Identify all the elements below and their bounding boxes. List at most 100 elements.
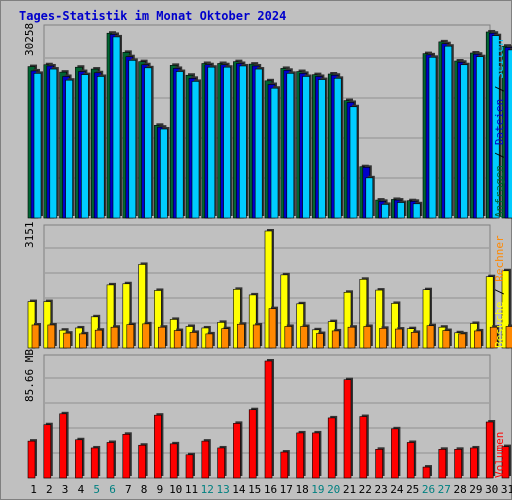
bar-volume-day-30 [485, 419, 496, 479]
bar-volume-day-21 [343, 377, 353, 479]
bar-volume-day-18 [296, 430, 306, 479]
bar-sites-day-28 [458, 331, 468, 349]
bar-sites-day-13 [221, 326, 231, 349]
bar-pages-day-27 [444, 44, 454, 219]
bar-pages-day-31 [507, 47, 512, 219]
bar-sites-day-12 [205, 331, 215, 349]
bar-pages-day-10 [175, 69, 186, 219]
bar-pages-day-30 [491, 33, 502, 219]
bar-sites-day-23 [379, 326, 389, 349]
day-label-2: 2 [46, 483, 53, 496]
bar-volume-day-5 [90, 445, 101, 479]
top-panel-max-label: 30258 [23, 23, 36, 56]
bar-pages-day-20 [333, 76, 344, 219]
bar-sites-day-31 [505, 324, 512, 349]
bar-sites-day-19 [316, 331, 326, 349]
day-label-15: 15 [248, 483, 261, 496]
bar-sites-day-16 [268, 306, 278, 349]
bar-visits-day-21 [343, 290, 353, 349]
day-label-22: 22 [359, 483, 372, 496]
legend-separator: / [493, 79, 506, 99]
day-label-1: 1 [30, 483, 37, 496]
bar-sites-day-1 [31, 322, 41, 349]
bar-visits-day-7 [122, 281, 132, 349]
day-label-29: 29 [469, 483, 482, 496]
bar-pages-day-25 [412, 201, 423, 219]
day-label-20: 20 [327, 483, 340, 496]
bar-volume-day-16 [264, 359, 274, 479]
bar-pages-day-4 [81, 72, 91, 219]
bar-sites-day-11 [189, 330, 199, 349]
middle-panel-max-label: 3151 [23, 222, 36, 249]
bar-pages-day-13 [223, 65, 233, 219]
bar-pages-day-11 [191, 79, 201, 219]
day-label-6: 6 [109, 483, 116, 496]
bar-volume-day-6 [106, 440, 116, 479]
bar-visits-day-31 [501, 268, 511, 349]
legend-item-anfragen: Anfragen [493, 165, 506, 218]
bar-visits-day-8 [138, 262, 148, 349]
legend-panel-0: Anfragen / Dateien / Seiten [493, 39, 506, 218]
chart-title: Tages-Statistik im Monat Oktober 2024 [19, 9, 286, 23]
day-label-31: 31 [501, 483, 512, 496]
bar-pages-day-26 [428, 55, 438, 219]
bar-pages-day-18 [302, 74, 312, 219]
bar-pages-day-19 [318, 77, 328, 219]
bar-volume-day-31 [501, 444, 511, 479]
bar-pages-day-14 [239, 63, 249, 219]
day-label-26: 26 [422, 483, 435, 496]
bar-sites-day-6 [110, 325, 120, 349]
day-label-3: 3 [62, 483, 69, 496]
day-label-28: 28 [453, 483, 466, 496]
legend-item-seiten: Seiten [493, 39, 506, 79]
bar-sites-day-3 [63, 331, 73, 349]
bar-sites-day-8 [142, 321, 152, 349]
day-label-24: 24 [390, 483, 404, 496]
bar-volume-day-22 [359, 414, 369, 479]
bar-pages-day-24 [397, 200, 407, 219]
bar-pages-day-17 [286, 71, 296, 219]
day-label-9: 9 [157, 483, 164, 496]
bar-volume-day-14 [233, 421, 243, 479]
bar-pages-day-9 [160, 127, 170, 219]
bar-volume-day-25 [406, 440, 417, 479]
bar-pages-day-5 [96, 74, 107, 219]
bar-volume-day-15 [248, 407, 259, 479]
day-label-25: 25 [406, 483, 419, 496]
legend-item-dateien: Dateien [493, 99, 506, 145]
bar-volume-day-2 [43, 422, 53, 479]
bar-visits-day-22 [359, 277, 369, 349]
bar-sites-day-18 [300, 324, 310, 349]
bar-pages-day-2 [49, 67, 59, 219]
bottom-panel-max-label: 85.66 MB [23, 349, 36, 402]
bar-sites-day-26 [426, 323, 436, 349]
day-label-14: 14 [232, 483, 246, 496]
day-label-16: 16 [264, 483, 277, 496]
day-label-4: 4 [78, 483, 85, 496]
bar-volume-day-10 [169, 441, 180, 479]
bar-visits-day-26 [422, 287, 432, 349]
bar-volume-day-1 [27, 439, 37, 479]
day-label-11: 11 [185, 483, 198, 496]
legend-panel-2: Volumen [493, 432, 506, 478]
day-label-19: 19 [311, 483, 324, 496]
bar-pages-day-8 [144, 65, 154, 219]
bar-sites-day-10 [173, 328, 184, 349]
bar-volume-day-17 [280, 450, 290, 479]
bar-sites-day-15 [252, 322, 263, 349]
bar-sites-day-22 [363, 324, 373, 349]
bar-volume-day-29 [470, 445, 480, 479]
bar-volume-day-3 [59, 411, 69, 479]
legend-separator: / [493, 145, 506, 165]
bar-sites-day-27 [442, 328, 452, 349]
day-label-5: 5 [93, 483, 100, 496]
bar-sites-day-14 [237, 322, 247, 349]
bar-pages-day-23 [381, 202, 391, 219]
bar-volume-day-28 [454, 447, 464, 479]
bar-sites-day-9 [158, 325, 168, 349]
day-label-12: 12 [201, 483, 214, 496]
bar-pages-day-16 [270, 86, 280, 219]
bar-visits-day-9 [154, 288, 164, 349]
bar-visits-day-16 [264, 229, 274, 349]
